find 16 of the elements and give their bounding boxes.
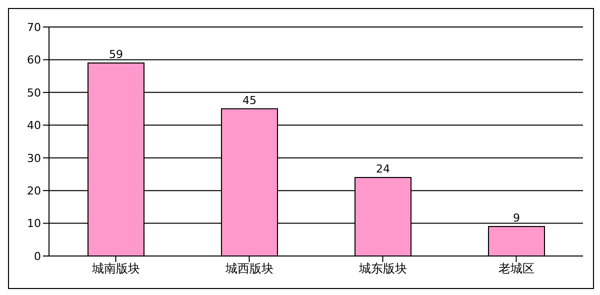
y-tick-label: 50: [27, 86, 41, 100]
x-tick-label: 城东版块: [358, 262, 407, 276]
x-tick-label: 城西版块: [224, 262, 274, 276]
y-tick-label: 20: [27, 184, 41, 198]
y-tick-label: 70: [27, 20, 41, 34]
x-tick-label: 老城区: [498, 262, 534, 276]
data-label: 24: [376, 162, 390, 176]
data-label: 45: [242, 94, 256, 107]
x-tick-label: 城南版块: [90, 262, 140, 276]
y-tick-label: 40: [27, 119, 41, 132]
y-tick-label: 10: [27, 217, 41, 230]
y-tick-label: 60: [27, 54, 41, 67]
y-tick-label: 0: [34, 250, 41, 263]
y-tick-label: 30: [27, 152, 41, 165]
data-label: 59: [109, 48, 123, 61]
data-label: 9: [513, 212, 520, 225]
